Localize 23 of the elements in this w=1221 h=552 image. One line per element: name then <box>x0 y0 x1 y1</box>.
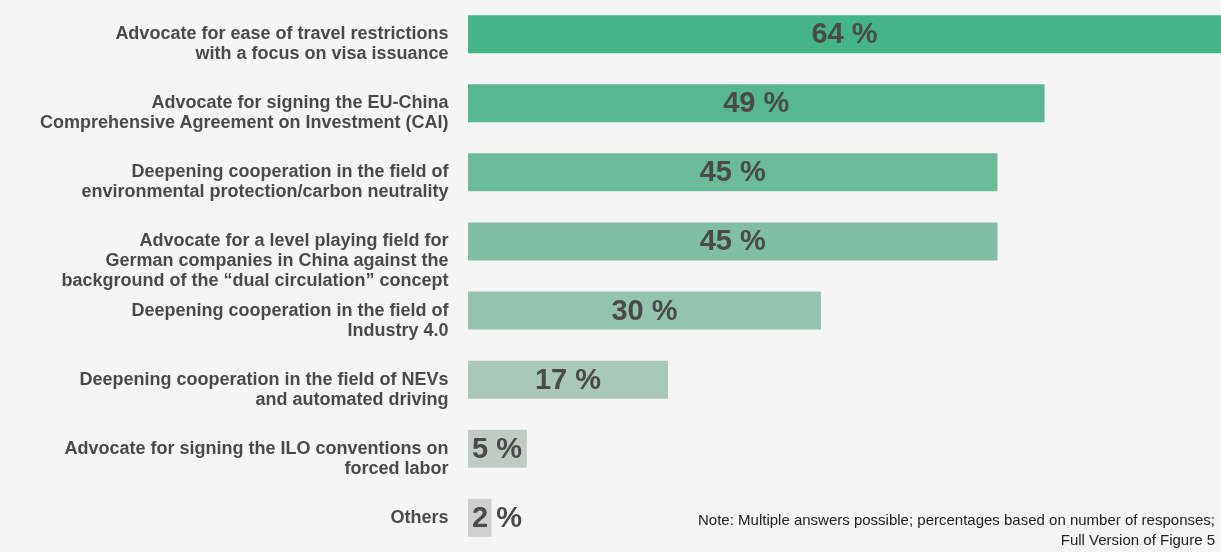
data-label: 30 % <box>611 293 678 326</box>
y-tick-label: Deepening cooperation in the field of environmental protection/carbon neutrality <box>81 161 450 202</box>
y-tick-label: Advocate for ease of travel restrictions with a focus on visa issuance <box>115 23 449 64</box>
data-label: 2 % <box>472 500 523 533</box>
y-tick-label: Deepening cooperation in the field of Industry 4.0 <box>131 299 450 340</box>
data-label: 49 % <box>723 86 790 119</box>
data-label: 64 % <box>811 17 878 50</box>
bar <box>468 15 1221 54</box>
bar <box>468 360 669 399</box>
data-label: 17 % <box>534 362 602 395</box>
data-label: 45 % <box>699 155 766 188</box>
y-tick-label: Advocate for signing the ILO conventions on forced labor <box>64 437 449 478</box>
data-label: 5 % <box>472 431 523 464</box>
y-tick-label: Others <box>390 506 449 527</box>
bar <box>468 153 998 192</box>
bar <box>468 291 821 330</box>
y-tick-label: Advocate for a level playing field for German companies in China against the background of the “dual circulation” concept <box>61 230 449 291</box>
data-label: 45 % <box>699 224 766 257</box>
annotation: Note: Multiple answers possible; percentages based on number of responses; Full Version of Figure 5 <box>697 510 1215 550</box>
y-tick-label: Advocate for signing the EU-China Comprehensive Agreement on Investment (CAI) <box>40 92 450 133</box>
bar <box>468 222 998 261</box>
bar <box>468 84 1045 123</box>
y-tick-label: Deepening cooperation in the field of NEVs and automated driving <box>79 368 449 409</box>
